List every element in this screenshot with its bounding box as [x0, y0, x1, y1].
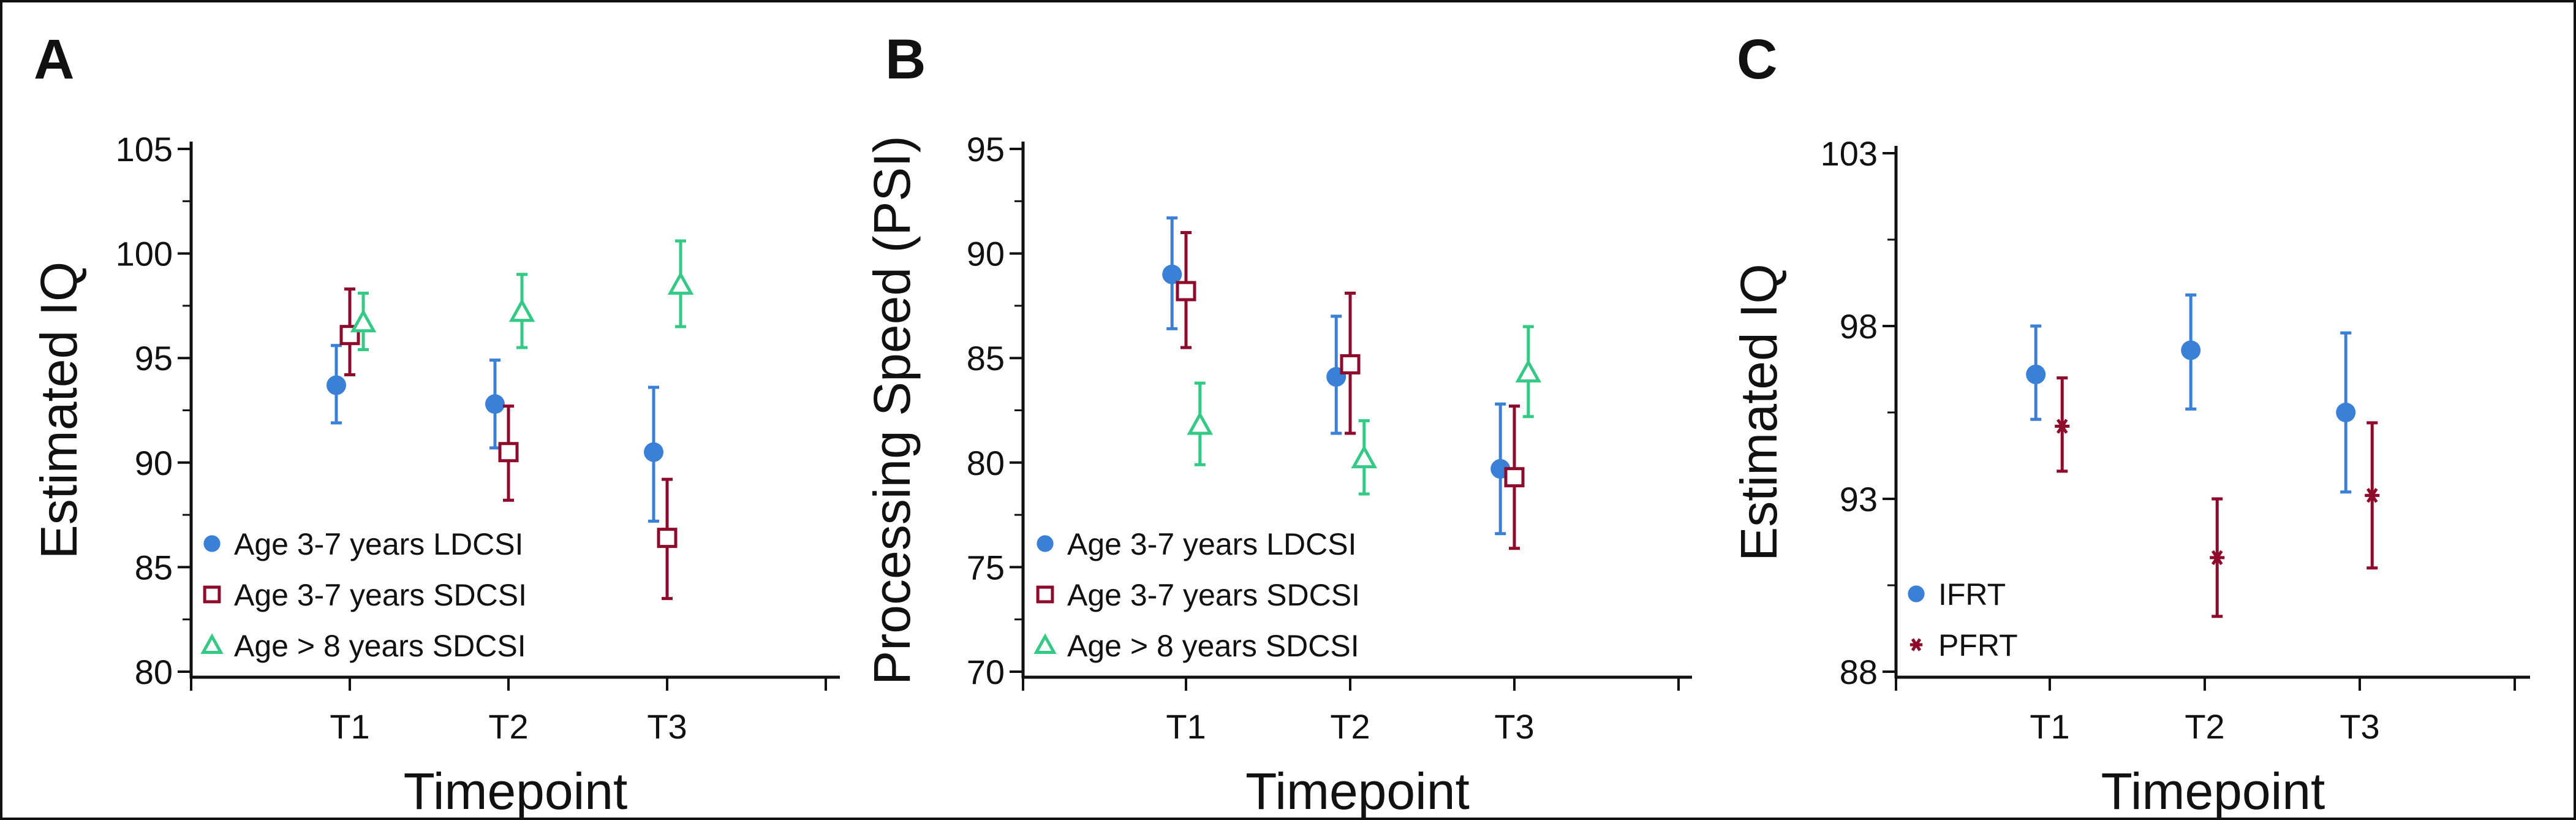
legend-item: IFRT — [1908, 577, 2006, 612]
series-1 — [339, 287, 678, 601]
data-point-asterisk — [2365, 488, 2380, 503]
x-tick-label: T1 — [330, 707, 369, 746]
y-tick-label: 90 — [135, 444, 173, 482]
x-tick-label: T1 — [1166, 707, 1206, 746]
panel-c: C 88 93 98 103 T1 T2 T3 Timepoint Estimated IQ IFR… — [1730, 28, 2530, 820]
data-point-triangle — [350, 309, 377, 333]
legend-circle-icon — [1908, 585, 1925, 602]
data-point-square — [1340, 354, 1361, 374]
y-tick-label: 88 — [1840, 653, 1878, 691]
y-axis-title: Processing Speed (PSI) — [863, 135, 921, 685]
legend-triangle-icon — [1033, 633, 1057, 655]
data-point-circle — [2336, 403, 2356, 422]
panel-a: A 80 85 90 95 100 105 T1 T2 T3 Timepoint Estimated … — [30, 28, 840, 820]
legend-item: Age 3-7 years LDCSI — [203, 527, 523, 561]
data-point-circle — [326, 375, 346, 395]
legend-label: Age > 8 years SDCSI — [234, 629, 526, 663]
panel-b: B 70 75 80 85 90 95 T1 T2 T3 Timepoint Processing S… — [863, 28, 1692, 820]
legend-item: Age > 8 years SDCSI — [200, 629, 526, 663]
data-point-circle — [2026, 364, 2046, 384]
y-tick-label: 93 — [1840, 480, 1878, 518]
y-tick-label: 70 — [967, 653, 1005, 691]
data-point-triangle — [508, 298, 535, 322]
y-tick-label: 95 — [135, 339, 173, 378]
y-tick-label: 100 — [116, 235, 173, 273]
legend-label: Age 3-7 years LDCSI — [234, 527, 523, 561]
legend-item: Age 3-7 years LDCSI — [1037, 527, 1356, 561]
y-tick-label: 85 — [135, 548, 173, 587]
legend-square-icon — [1036, 585, 1054, 604]
legend-label: PFRT — [1938, 628, 2018, 662]
data-point-square — [1504, 467, 1525, 488]
data-point-triangle — [1351, 444, 1378, 469]
x-axis-title: Timepoint — [1245, 762, 1470, 820]
legend-label: Age 3-7 years LDCSI — [1067, 527, 1356, 561]
x-tick-label: T2 — [488, 707, 528, 746]
legend-item: PFRT — [1909, 628, 2018, 662]
legend-item: Age > 8 years SDCSI — [1033, 629, 1359, 663]
data-point-square — [498, 442, 519, 463]
y-tick-label: 75 — [967, 548, 1005, 587]
data-point-circle — [485, 394, 505, 414]
y-tick-label: 95 — [967, 130, 1005, 169]
legend-item: Age 3-7 years SDCSI — [203, 578, 527, 612]
series-0 — [2026, 293, 2356, 494]
data-point-triangle — [1187, 411, 1214, 435]
y-tick-label: 105 — [116, 130, 173, 169]
x-tick-label: T3 — [1494, 707, 1534, 746]
legend-asterisk-icon — [1909, 638, 1923, 651]
legend-label: Age > 8 years SDCSI — [1067, 629, 1359, 663]
y-tick-label: 80 — [135, 653, 173, 691]
panel-letter: A — [34, 28, 74, 91]
data-point-circle — [643, 442, 663, 462]
x-tick-label: T2 — [1330, 707, 1370, 746]
x-axis-title: Timepoint — [2101, 762, 2325, 820]
y-axis-title: Estimated IQ — [30, 262, 88, 560]
x-tick-label: T1 — [2030, 707, 2069, 746]
data-point-square — [1176, 281, 1196, 302]
series-1 — [2055, 376, 2380, 618]
legend-item: Age 3-7 years SDCSI — [1036, 578, 1360, 612]
data-point-triangle — [667, 271, 694, 295]
y-tick-label: 80 — [967, 444, 1005, 482]
data-point-circle — [1162, 264, 1182, 284]
y-tick-label: 85 — [967, 339, 1005, 378]
legend-square-icon — [203, 585, 221, 604]
y-tick-label: 103 — [1821, 134, 1878, 173]
legend-label: Age 3-7 years SDCSI — [234, 578, 527, 612]
data-point-square — [657, 528, 678, 549]
legend-circle-icon — [1037, 535, 1054, 552]
legend-triangle-icon — [200, 633, 224, 655]
series-0 — [326, 344, 663, 523]
series-1 — [1176, 230, 1525, 550]
y-axis-title: Estimated IQ — [1730, 264, 1788, 561]
data-point-circle — [2181, 340, 2201, 360]
series-2 — [1187, 325, 1542, 496]
x-tick-label: T3 — [647, 707, 687, 746]
data-point-asterisk — [2210, 550, 2225, 566]
legend-label: IFRT — [1938, 577, 2006, 612]
data-point-asterisk — [2055, 419, 2070, 434]
x-axis-title: Timepoint — [404, 762, 628, 820]
panel-letter: B — [885, 28, 926, 91]
y-tick-label: 90 — [967, 235, 1005, 273]
panel-letter: C — [1737, 28, 1777, 91]
data-point-triangle — [1515, 359, 1542, 383]
legend-label: Age 3-7 years SDCSI — [1067, 578, 1360, 612]
series-2 — [350, 239, 694, 352]
x-tick-label: T2 — [2185, 707, 2224, 746]
legend-circle-icon — [203, 535, 221, 552]
x-tick-label: T3 — [2340, 707, 2379, 746]
y-tick-label: 98 — [1840, 307, 1878, 346]
